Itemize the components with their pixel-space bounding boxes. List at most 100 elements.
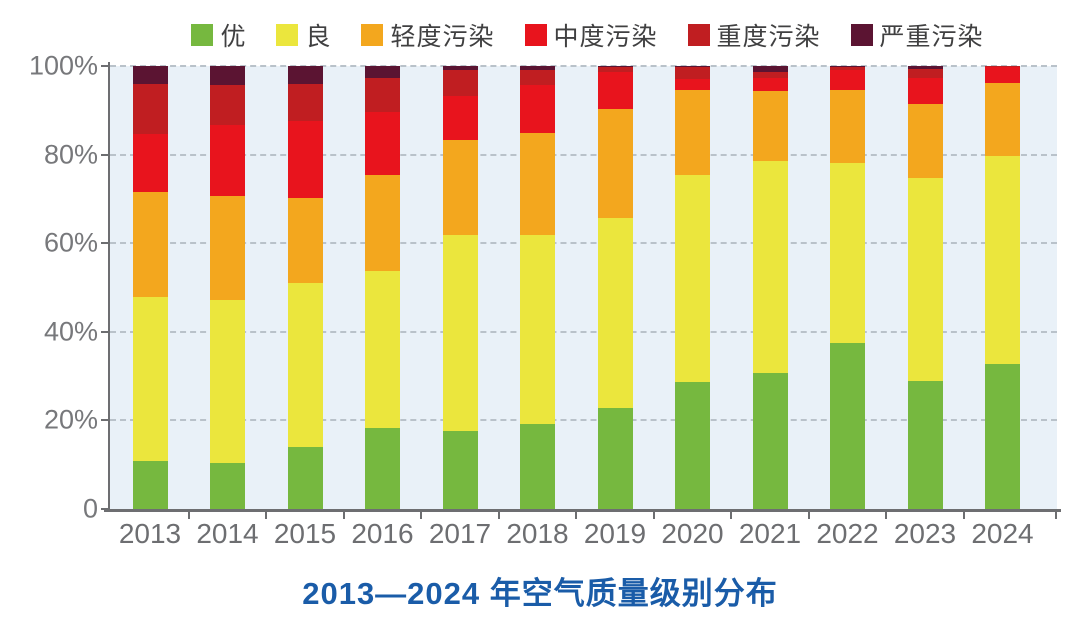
legend-swatch-icon [191, 24, 214, 46]
bar-segment-2016-重度污染 [365, 77, 400, 113]
y-axis-line [108, 62, 110, 511]
bar-segment-2013-优 [132, 460, 168, 509]
x-axis-tick [575, 512, 578, 519]
legend-item: 中度污染 [524, 17, 658, 53]
x-axis-label: 2014 [196, 518, 259, 549]
legend-label: 轻度污染 [390, 23, 495, 51]
bar-segment-2018-中度污染 [520, 84, 555, 133]
x-axis-label: 2016 [351, 518, 414, 549]
bar-segment-2023-中度污染 [907, 78, 943, 105]
bar-group-2019 [597, 66, 633, 509]
bar-segment-2015-中度污染 [287, 121, 323, 199]
x-axis-tick [962, 512, 965, 519]
bar-group-2018 [520, 66, 555, 509]
bar-segment-2017-轻度污染 [442, 140, 478, 235]
legend-label: 优 [220, 23, 247, 51]
bar-segment-2021-优 [752, 372, 788, 509]
bar-segment-2017-严重污染 [442, 66, 478, 71]
bar-segment-2013-中度污染 [132, 133, 168, 192]
bar-segment-2022-严重污染 [830, 66, 865, 68]
legend-item: 轻度污染 [361, 17, 494, 53]
x-axis-label: 2020 [661, 518, 724, 549]
gridline-60 [110, 242, 1057, 245]
bar-segment-2020-轻度污染 [675, 90, 710, 175]
bar-segment-2013-轻度污染 [132, 191, 168, 298]
gridline-80 [110, 153, 1057, 156]
bar-segment-2021-轻度污染 [752, 91, 788, 162]
bar-segment-2022-优 [830, 343, 865, 509]
bar-segment-2014-优 [210, 463, 245, 509]
bar-segment-2022-轻度污染 [830, 89, 865, 164]
bar-segment-2020-严重污染 [675, 66, 710, 68]
bar-segment-2020-中度污染 [675, 79, 710, 91]
gridline-40 [110, 330, 1057, 333]
x-axis-label: 2018 [506, 518, 569, 549]
legend-item: 优 [191, 17, 246, 53]
bar-segment-2019-良 [597, 217, 633, 408]
y-axis-tick [101, 419, 108, 422]
x-axis-tick [420, 512, 423, 519]
bar-segment-2013-良 [132, 297, 168, 461]
bar-segment-2013-重度污染 [132, 83, 168, 134]
bar-segment-2024-良 [985, 156, 1020, 364]
y-axis-label: 20% [43, 404, 98, 435]
x-axis-tick [497, 512, 500, 519]
bar-segment-2019-重度污染 [597, 67, 633, 73]
y-axis-label: 40% [43, 316, 98, 347]
x-axis-label: 2022 [816, 518, 879, 549]
bar-group-2023 [907, 66, 943, 509]
bar-segment-2015-重度污染 [287, 83, 323, 122]
bar-segment-2016-良 [365, 270, 400, 429]
legend-item: 重度污染 [687, 17, 821, 53]
bar-segment-2021-良 [752, 161, 788, 373]
x-axis-label: 2021 [738, 518, 802, 549]
x-axis-tick [265, 512, 268, 519]
y-axis-tick [101, 65, 108, 67]
chart-title: 2013—2024 年空气质量级别分布 [302, 576, 778, 611]
bar-group-2015 [287, 66, 323, 509]
bar-segment-2017-重度污染 [442, 70, 478, 96]
y-axis-tick [101, 242, 108, 245]
bar-segment-2019-优 [597, 408, 633, 509]
x-axis-tick [885, 512, 888, 519]
bar-segment-2015-良 [287, 283, 323, 447]
bar-segment-2016-优 [365, 428, 400, 509]
legend-label: 良 [305, 23, 332, 51]
legend-label: 中度污染 [553, 23, 658, 51]
y-axis-tick [101, 330, 108, 333]
legend-swatch-icon [276, 24, 299, 46]
bar-segment-2014-良 [210, 300, 245, 464]
bar-segment-2023-轻度污染 [907, 104, 943, 179]
gridline-20 [110, 419, 1057, 422]
bar-segment-2021-严重污染 [752, 66, 788, 72]
bar-segment-2017-优 [442, 431, 478, 509]
legend-item: 良 [276, 17, 331, 53]
y-axis-label: 100% [28, 50, 98, 81]
bar-segment-2018-优 [520, 423, 555, 509]
x-axis-tick [187, 512, 190, 519]
bar-segment-2019-中度污染 [597, 72, 633, 109]
bar-group-2020 [675, 66, 710, 509]
bar-segment-2015-严重污染 [287, 66, 323, 84]
bar-segment-2024-轻度污染 [985, 82, 1020, 157]
bar-segment-2018-严重污染 [520, 66, 555, 70]
y-axis-label: 80% [43, 139, 98, 170]
bar-segment-2022-中度污染 [830, 69, 865, 90]
gridline-100 [110, 65, 1057, 67]
bar-group-2017 [442, 66, 478, 509]
bar-segment-2013-严重污染 [132, 66, 168, 84]
legend-label: 重度污染 [716, 23, 821, 51]
bar-group-2014 [210, 66, 245, 509]
bar-segment-2016-轻度污染 [365, 175, 400, 271]
bar-segment-2018-轻度污染 [520, 132, 555, 235]
legend: 优 良 轻度污染 中度污染 重度污染 严重污染 [115, 18, 1060, 52]
bar-group-2024 [985, 66, 1020, 509]
bar-group-2022 [830, 66, 865, 509]
bar-segment-2020-良 [675, 174, 710, 383]
y-axis-tick [101, 508, 108, 510]
plot-area [110, 65, 1057, 509]
bar-segment-2020-重度污染 [675, 67, 710, 80]
bar-segment-2023-良 [907, 178, 943, 382]
bar-segment-2024-中度污染 [985, 67, 1020, 83]
x-axis-tick [342, 512, 345, 519]
